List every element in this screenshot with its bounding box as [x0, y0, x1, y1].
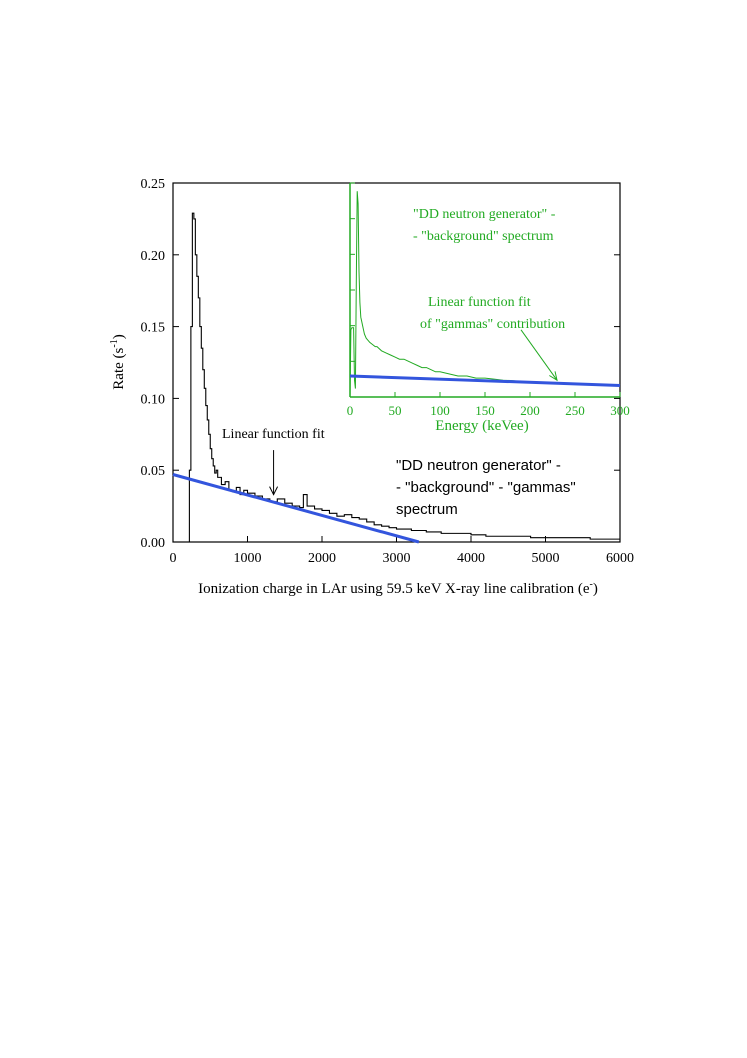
inset-x-tick-label: 0 — [347, 403, 354, 418]
inset-annotation-line-3: Linear function fit — [428, 295, 531, 310]
main-series-line-0 — [173, 212, 620, 543]
inset-arrow-head — [549, 371, 558, 382]
y-tick-label: 0.10 — [141, 392, 166, 407]
main-annotation-line-1: "DD neutron generator" - — [396, 457, 561, 474]
main-x-axis-title: Ionization charge in LAr using 59.5 keV … — [198, 579, 598, 597]
inset-x-tick-label: 100 — [430, 403, 450, 418]
main-plot-series — [172, 212, 620, 544]
inset-x-tick-label: 300 — [610, 403, 630, 418]
main-annotation-line-2: - "background" - "gammas" — [396, 479, 576, 496]
x-tick-label: 0 — [170, 551, 177, 566]
inset-annotation-line-4: of "gammas" contribution — [420, 317, 565, 332]
inset-plot-series — [349, 191, 621, 398]
inset-arrow-shaft — [520, 329, 558, 381]
x-tick-label: 5000 — [532, 551, 560, 566]
main-axis-ticks: 0 1000 2000 3000 4000 5000 60000.000.050.100.1… — [141, 177, 635, 566]
inset-series-line-1 — [349, 374, 621, 387]
x-tick-label: 6000 — [606, 551, 634, 566]
inset-annotation-line-2: - "background" spectrum — [413, 229, 554, 244]
x-tick-label: 1000 — [234, 551, 262, 566]
inset-annotation-line-1: "DD neutron generator" - — [413, 207, 556, 222]
inset-x-tick-label: 200 — [520, 403, 540, 418]
inset-x-tick-label: 250 — [565, 403, 585, 418]
y-tick-label: 0.25 — [141, 177, 166, 192]
x-tick-label: 2000 — [308, 551, 336, 566]
inset-x-tick-label: 150 — [475, 403, 495, 418]
main-series-line-1 — [172, 473, 420, 544]
inset-x-tick-label: 50 — [389, 403, 402, 418]
main-annotation-fit-label: Linear function fit — [222, 427, 325, 442]
inset-x-axis-title: Energy (keVee) — [435, 418, 528, 434]
y-tick-label: 0.00 — [141, 536, 166, 551]
main-annotation-line-3: spectrum — [396, 501, 458, 518]
y-tick-label: 0.20 — [141, 249, 166, 264]
main-y-axis-title: Rate (s-1) — [109, 334, 127, 389]
inset-axis-ticks: 0 50 100 150 200 250 300 — [347, 182, 630, 418]
x-tick-label: 3000 — [383, 551, 411, 566]
x-tick-label: 4000 — [457, 551, 485, 566]
y-tick-label: 0.05 — [141, 464, 166, 479]
y-tick-label: 0.15 — [141, 321, 166, 336]
main-arrow-head — [269, 486, 279, 496]
